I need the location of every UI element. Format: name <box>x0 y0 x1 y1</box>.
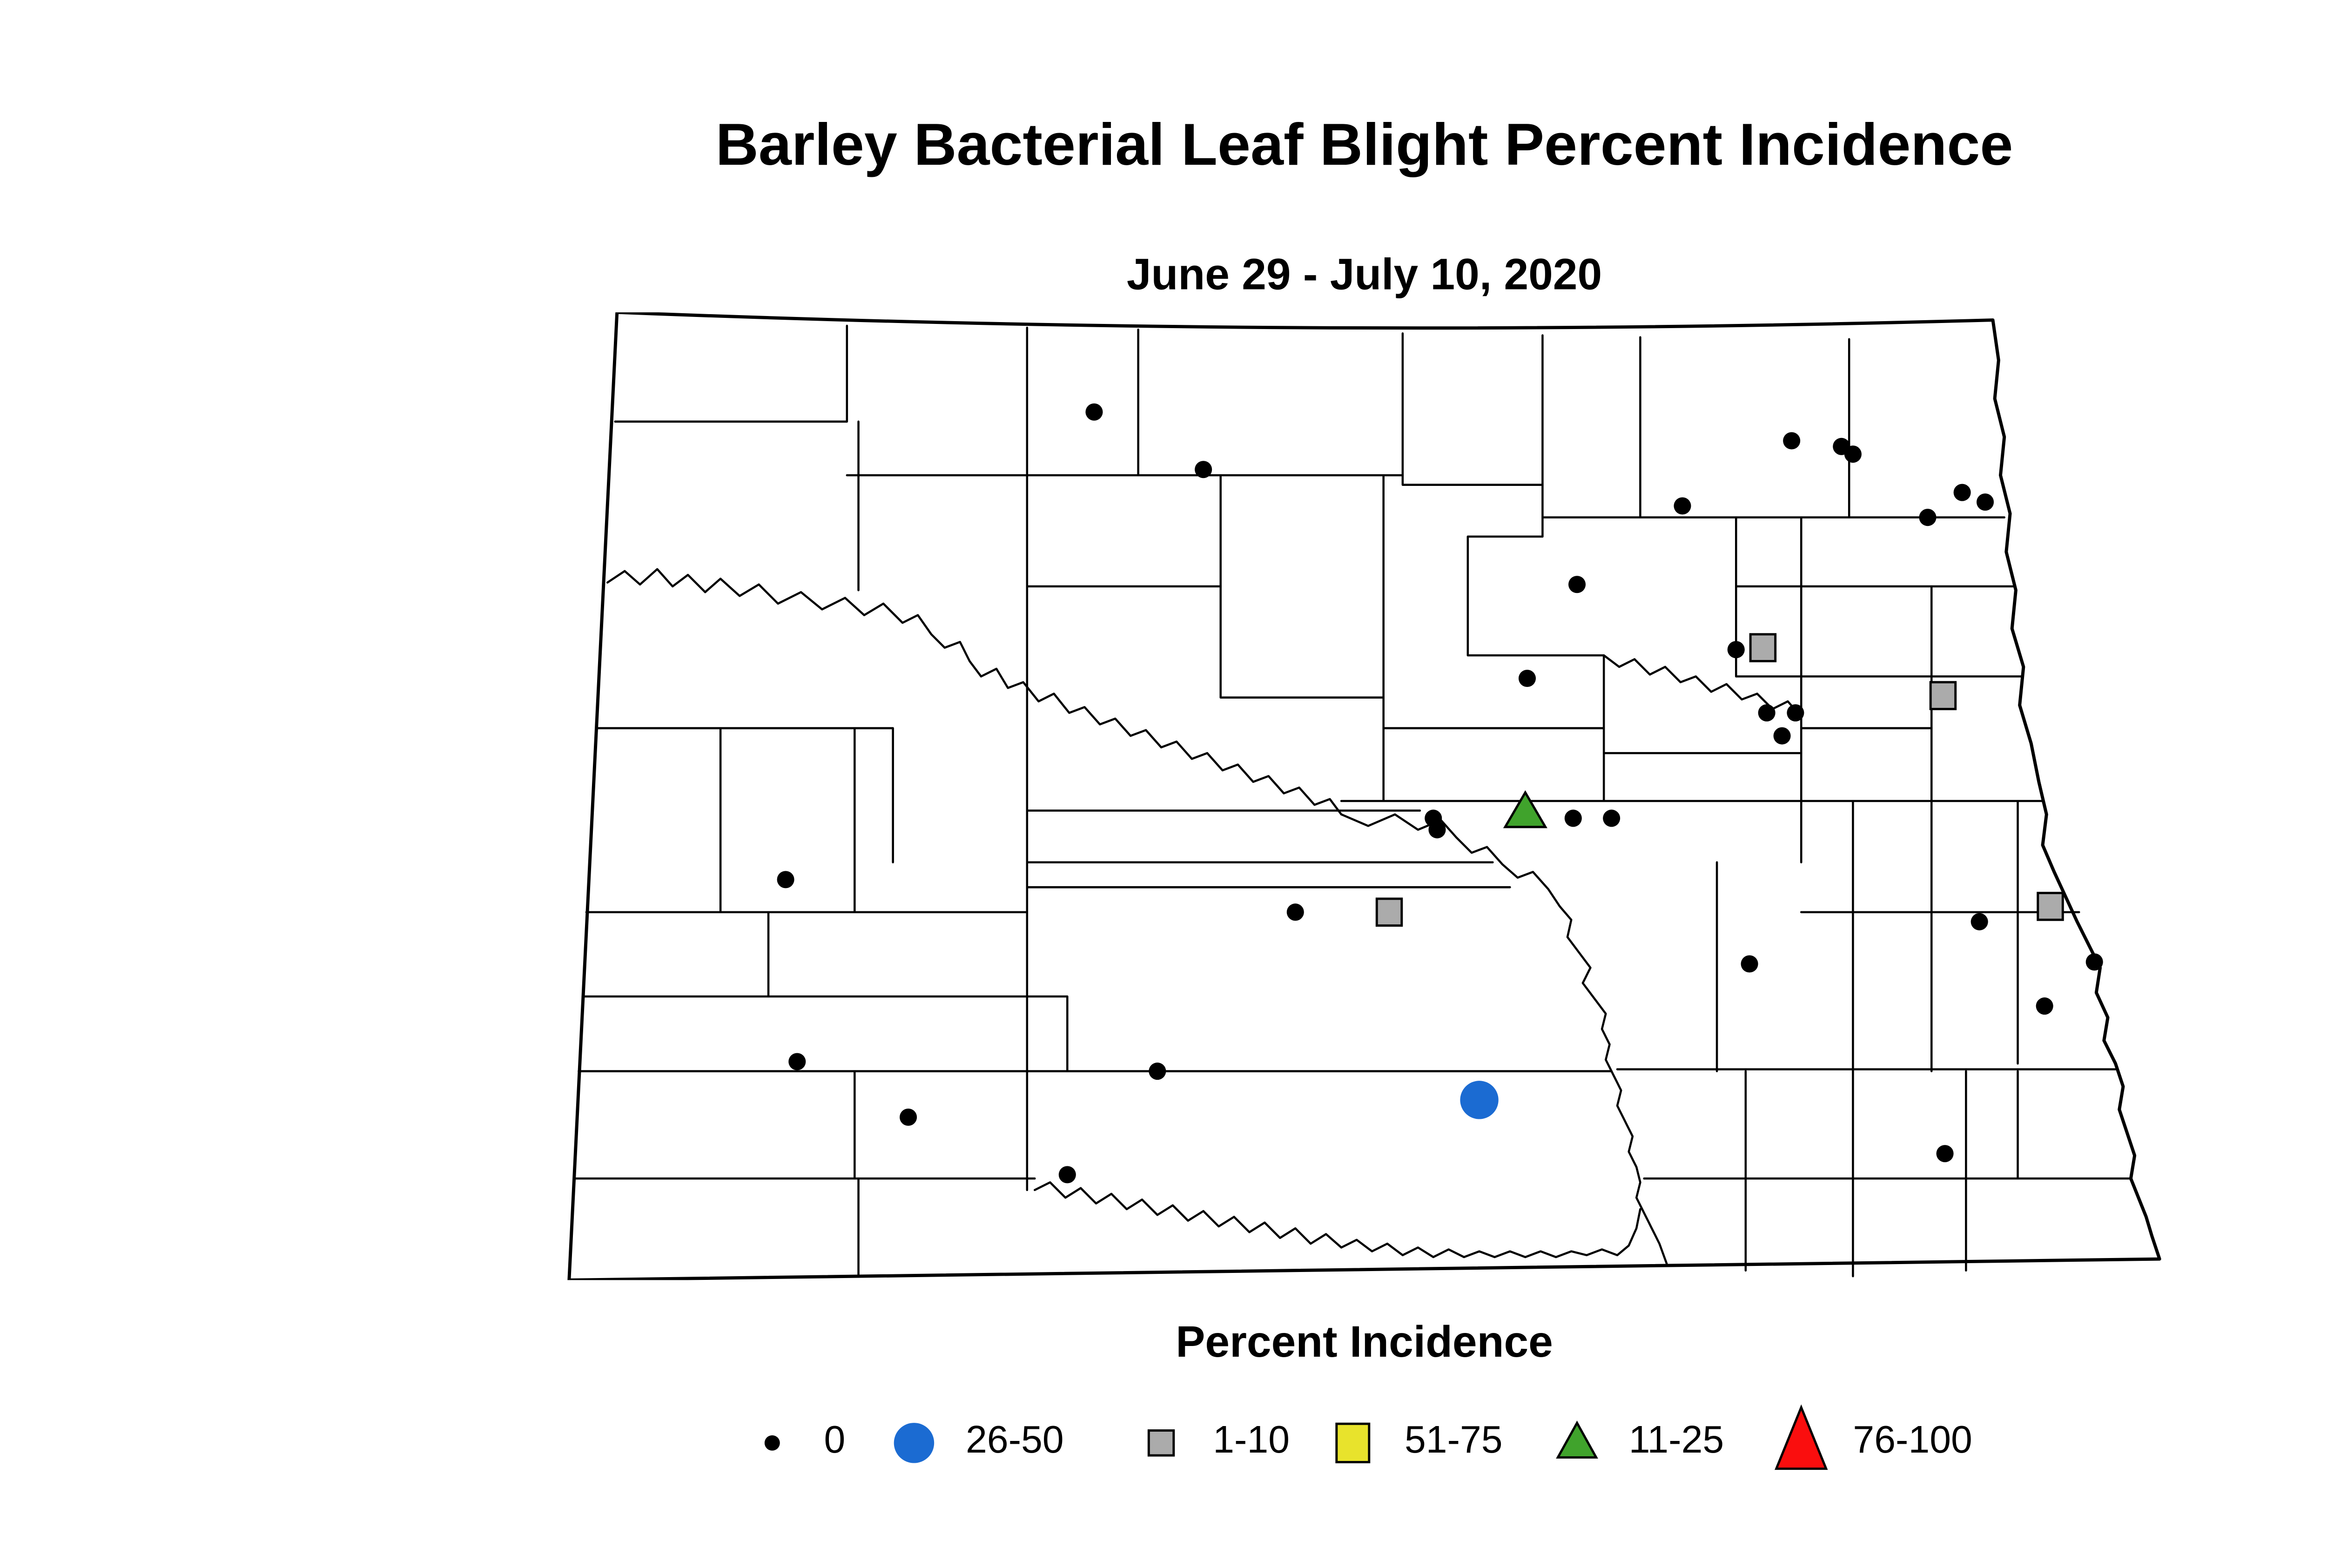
state-outline <box>569 312 2159 1280</box>
legend-glyph-76-100 <box>1775 1404 1828 1470</box>
marker-zero-dot <box>1783 432 1801 450</box>
marker-1-10 <box>1375 897 1403 927</box>
legend-label-11-25: 11-25 <box>1628 1419 1724 1461</box>
marker-zero-dot <box>777 871 794 888</box>
legend-label-76-100: 76-100 <box>1853 1419 1972 1461</box>
marker-zero-dot <box>1674 497 1691 515</box>
marker-zero-dot <box>788 1053 806 1070</box>
marker-zero-dot <box>1727 641 1745 659</box>
marker-zero-dot <box>2036 997 2053 1015</box>
marker-26-50 <box>1460 1081 1499 1119</box>
legend-label-51-75: 51-75 <box>1404 1419 1503 1461</box>
legend-label-1-10: 1-10 <box>1213 1419 1290 1461</box>
legend-glyph-1-10 <box>1147 1429 1175 1457</box>
legend-item-51-75: 51-75 <box>1314 1395 1503 1487</box>
marker-zero-dot <box>1919 509 1937 526</box>
legend-symbol-26-50-icon <box>894 1423 935 1463</box>
marker-zero-dot <box>1568 576 1586 593</box>
legend-title: Percent Incidence <box>1176 1316 1553 1366</box>
river-cannonball <box>1035 1182 1640 1257</box>
marker-zero-dot <box>1286 903 1304 921</box>
marker-zero-dot <box>1953 484 1971 501</box>
marker-1-10 <box>2037 892 2064 921</box>
legend-glyph-0 <box>764 1435 780 1451</box>
chart-title: Barley Bacterial Leaf Blight Percent Inc… <box>715 111 2013 178</box>
marker-1-10 <box>1749 633 1777 662</box>
legend-item-0: 0 <box>734 1395 845 1487</box>
marker-zero-dot <box>1787 704 1804 722</box>
marker-zero-dot <box>1971 913 1988 930</box>
map-markers <box>777 403 2103 1184</box>
legend-label-0: 0 <box>824 1419 846 1461</box>
legend-item-1-10: 1-10 <box>1123 1395 1290 1487</box>
legend-glyph-51-75 <box>1335 1422 1371 1463</box>
legend-symbol-11-25-icon <box>1556 1420 1598 1459</box>
legend: 0 26-50 1-10 51-75 11-25 76-100 <box>0 1395 2327 1487</box>
marker-zero-dot <box>900 1108 917 1126</box>
marker-1-10 <box>1929 681 1957 710</box>
marker-zero-dot <box>1976 493 1994 511</box>
river-lake-sakakawea <box>607 569 1341 814</box>
marker-zero-dot <box>1518 669 1536 687</box>
marker-zero-dot <box>1428 821 1446 839</box>
county-boundaries <box>575 326 2131 1276</box>
marker-zero-dot <box>1149 1063 1166 1080</box>
marker-zero-dot <box>1758 704 1776 722</box>
marker-zero-dot <box>2085 953 2103 971</box>
marker-zero-dot <box>1195 461 1212 478</box>
legend-label-26-50: 26-50 <box>966 1419 1064 1461</box>
marker-zero-dot <box>1773 727 1791 745</box>
legend-symbol-1-10-icon <box>1147 1429 1175 1457</box>
marker-zero-dot <box>1936 1145 1954 1163</box>
legend-symbol-0-icon <box>764 1435 780 1451</box>
legend-item-76-100: 76-100 <box>1763 1395 1972 1487</box>
legend-glyph-11-25 <box>1556 1420 1598 1459</box>
legend-item-26-50: 26-50 <box>876 1395 1064 1487</box>
marker-zero-dot <box>1058 1166 1076 1184</box>
river-missouri-south <box>1341 814 1667 1265</box>
marker-zero-dot <box>1564 809 1582 827</box>
legend-glyph-26-50 <box>894 1423 935 1463</box>
legend-symbol-51-75-icon <box>1335 1422 1371 1463</box>
chart-subtitle: June 29 - July 10, 2020 <box>1126 249 1602 299</box>
marker-zero-dot <box>1603 809 1621 827</box>
north-dakota-map <box>567 312 2162 1280</box>
marker-11-25 <box>1503 790 1547 828</box>
legend-item-11-25: 11-25 <box>1539 1395 1724 1487</box>
legend-symbol-76-100-icon <box>1775 1404 1828 1470</box>
marker-zero-dot <box>1741 955 1758 973</box>
marker-zero-dot <box>1085 403 1103 421</box>
marker-zero-dot <box>1844 445 1862 463</box>
